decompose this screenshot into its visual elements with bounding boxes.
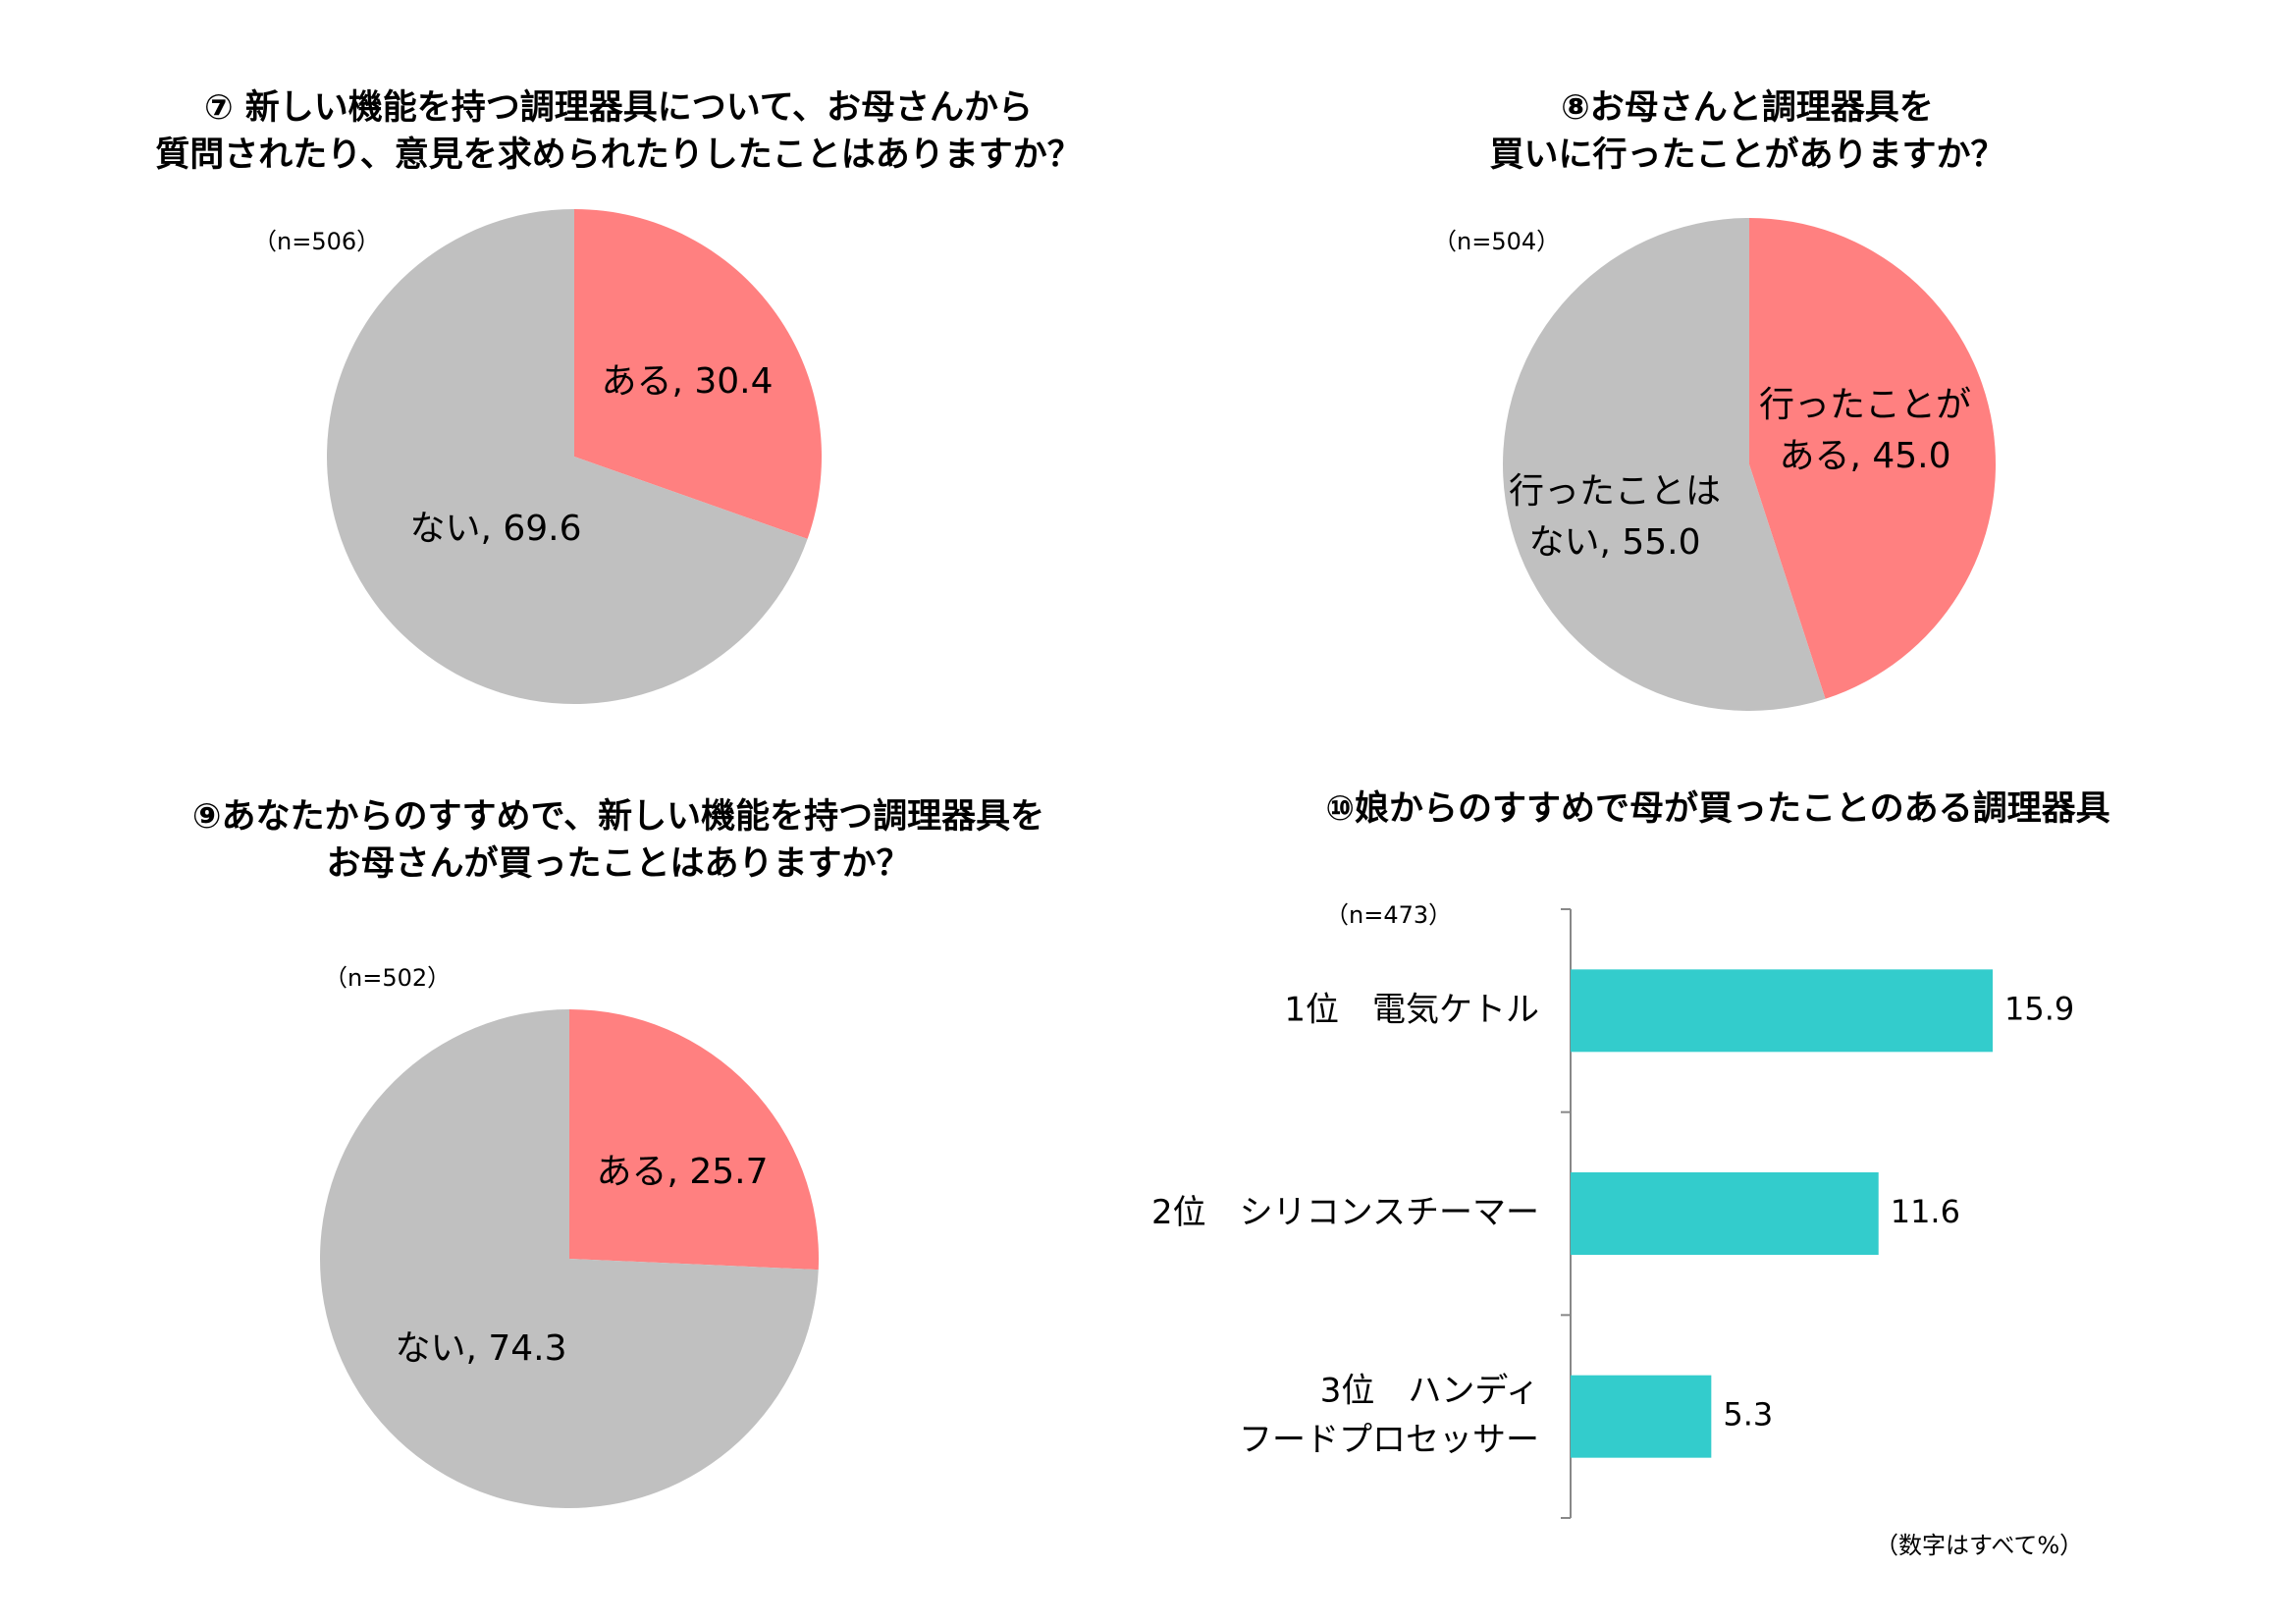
bar-2-category-label-line-1: 2位 シリコンスチーマー xyxy=(1151,1193,1539,1232)
chart-7-slice-2-label: ない, 69.6 xyxy=(409,509,581,549)
chart-7-sample-size: （n=506） xyxy=(253,228,381,255)
bar-2-value-label: 11.6 xyxy=(1891,1193,1960,1230)
chart-10-sample-size: （n=473） xyxy=(1325,901,1453,929)
chart-10-title-line-1: ⑩娘からのすすめで母が買ったことのある調理器具 xyxy=(1325,789,2110,829)
chart-7-slice-1-label: ある, 30.4 xyxy=(601,361,773,402)
bar-3-category-label-line-2: フードプロセッサー xyxy=(1239,1420,1539,1459)
bar-1-category-label-line-1: 1位 電気ケトル xyxy=(1284,990,1539,1029)
bar-3-category-label: 3位 ハンディフードプロセッサー xyxy=(1239,1371,1539,1459)
chart-8-slice-1-label: 行ったことがある, 45.0 xyxy=(1759,385,1971,476)
chart-8-title-line-2: 買いに行ったことがありますか？ xyxy=(1489,135,2005,175)
chart-7-title-line-1: ⑦ 新しい機能を持つ調理器具について、お母さんから xyxy=(203,88,1034,128)
chart-7-slice-2-label-line-1: ない, 69.6 xyxy=(409,509,581,549)
chart-7-title: ⑦ 新しい機能を持つ調理器具について、お母さんから 質問されたり、意見を求められ… xyxy=(128,84,1109,179)
chart-9-sample-size: （n=502） xyxy=(324,964,452,992)
bar-3 xyxy=(1571,1375,1712,1458)
chart-7-slice-2 xyxy=(327,209,808,704)
bar-3-value-label: 5.3 xyxy=(1723,1396,1773,1434)
chart-9-slice-2 xyxy=(320,1009,819,1508)
chart-8-slice-2 xyxy=(1503,218,1826,711)
chart-8-slice-2-label-line-2: ない, 55.0 xyxy=(1528,522,1700,563)
bar-1-category-label: 1位 電気ケトル xyxy=(1284,990,1539,1029)
chart-8-sample-size: （n=504） xyxy=(1433,228,1561,255)
chart-9-title: ⑨あなたからのすすめで、新しい機能を持つ調理器具を お母さんが買ったことはありま… xyxy=(128,793,1109,888)
chart-7-title-line-2: 質問されたり、意見を求められたりしたことはありますか？ xyxy=(155,135,1082,175)
bar-3-category-label-line-1: 3位 ハンディ xyxy=(1320,1371,1539,1410)
bar-2-category-label: 2位 シリコンスチーマー xyxy=(1151,1193,1539,1232)
chart-8-title-line-1: ⑧お母さんと調理器具を xyxy=(1561,88,1934,128)
chart-9-slice-2-label-line-1: ない, 74.3 xyxy=(395,1328,566,1369)
chart-8-slice-2-label: 行ったことはない, 55.0 xyxy=(1509,471,1721,563)
chart-9-slice-1-label: ある, 25.7 xyxy=(596,1152,768,1192)
chart-8-slice-1 xyxy=(1749,218,1997,699)
chart-9-slice-2-label: ない, 74.3 xyxy=(395,1328,566,1369)
bar-1 xyxy=(1571,969,1993,1053)
chart-8-slice-1-label-line-1: 行ったことが xyxy=(1759,385,1971,425)
chart-9-title-line-1: ⑨あなたからのすすめで、新しい機能を持つ調理器具を xyxy=(191,797,1045,837)
chart-8-slice-1-label-line-2: ある, 45.0 xyxy=(1779,436,1950,476)
chart-7-slice-1 xyxy=(574,209,823,539)
chart-8-slice-2-label-line-1: 行ったことは xyxy=(1509,471,1721,512)
chart-9-title-line-2: お母さんが買ったことはありますか？ xyxy=(326,844,911,884)
bar-1-value-label: 15.9 xyxy=(2004,990,2074,1027)
chart-8-title: ⑧お母さんと調理器具を 買いに行ったことがありますか？ xyxy=(1355,84,2140,179)
chart-7-slice-1-label-line-1: ある, 30.4 xyxy=(601,361,773,402)
bar-2 xyxy=(1571,1172,1879,1255)
chart-9-slice-1-label-line-1: ある, 25.7 xyxy=(596,1152,768,1192)
unit-footnote: （数字はすべて%） xyxy=(1875,1532,2084,1559)
chart-10-title: ⑩娘からのすすめで母が買ったことのある調理器具 xyxy=(1276,785,2160,833)
chart-9-slice-1 xyxy=(569,1009,820,1271)
